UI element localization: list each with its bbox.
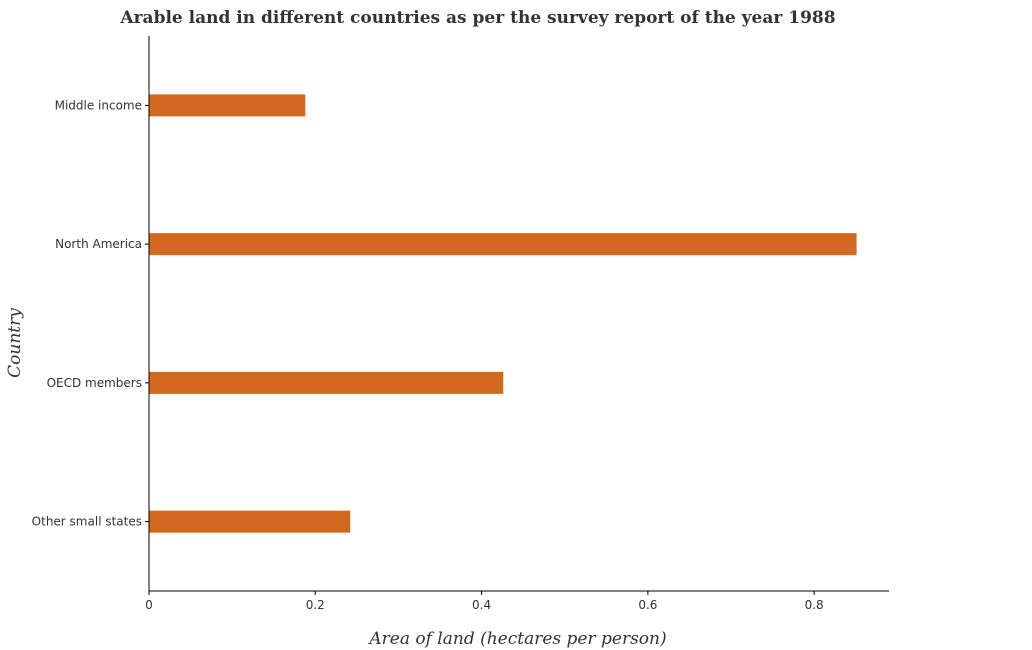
x-tick-label: 0 bbox=[145, 598, 153, 612]
y-axis-label: Country bbox=[5, 308, 25, 378]
bar-north-america bbox=[149, 233, 857, 256]
x-tick-label: 0.6 bbox=[638, 598, 657, 612]
y-tick-label: OECD members bbox=[47, 376, 142, 390]
y-tick-label: Other small states bbox=[32, 515, 142, 529]
bar-oecd-members bbox=[149, 371, 504, 394]
y-tick-label: North America bbox=[55, 237, 142, 251]
x-tick-label: 0.4 bbox=[472, 598, 491, 612]
bar-other-small-states bbox=[149, 510, 351, 533]
plot-area: Middle income North America OECD members Ot… bbox=[32, 36, 889, 612]
x-axis-label: Area of land (hectares per person) bbox=[367, 629, 666, 649]
y-tick-label: Middle income bbox=[55, 98, 142, 112]
bar-middle-income bbox=[149, 94, 306, 117]
x-tick-label: 0.8 bbox=[805, 598, 824, 612]
x-tick-label: 0.2 bbox=[306, 598, 325, 612]
chart-title: Arable land in different countries as pe… bbox=[119, 8, 835, 28]
